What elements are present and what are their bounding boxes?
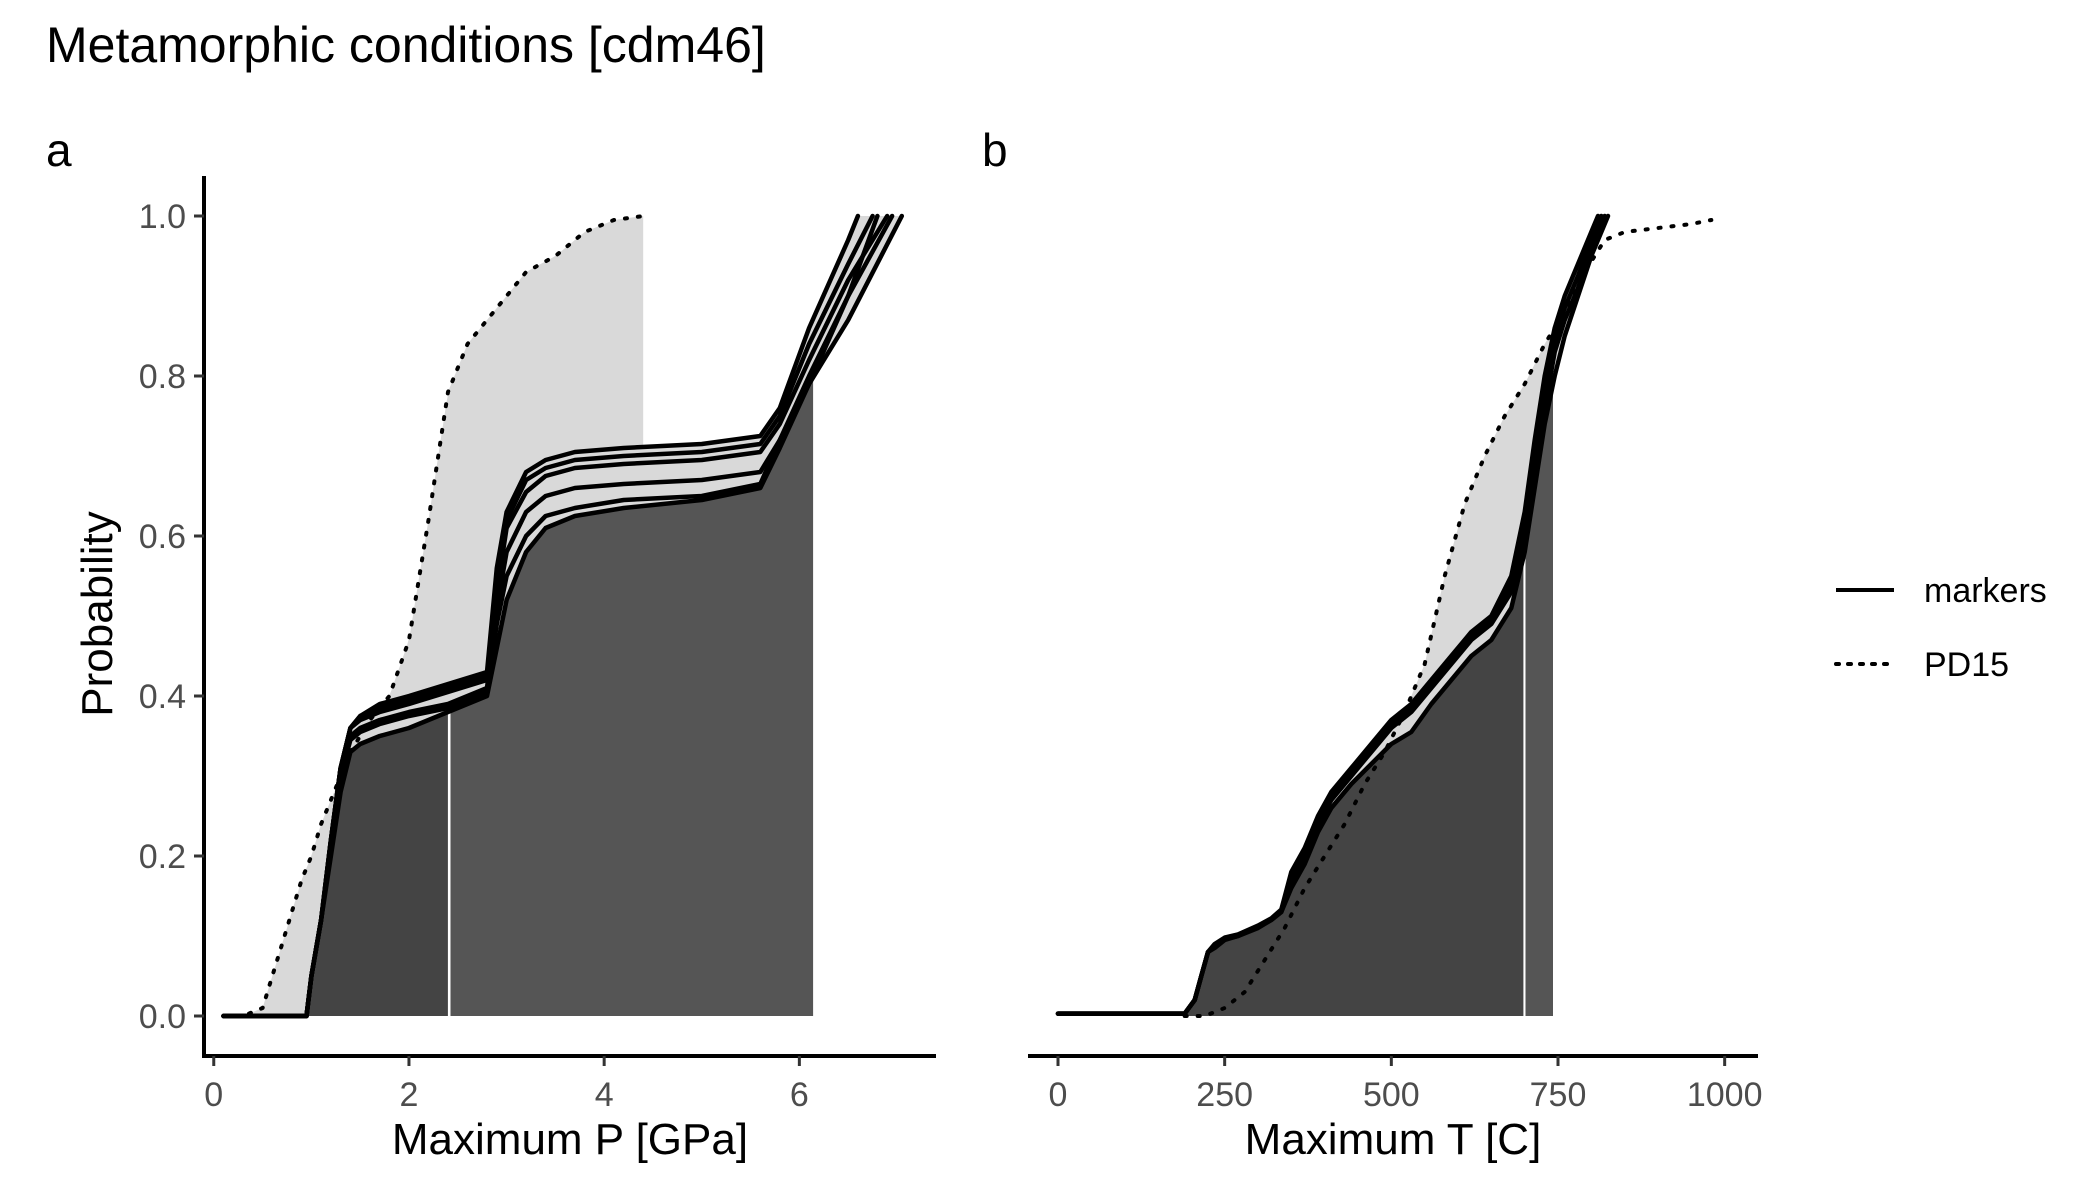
panel-a: a 0 2 4 6 0.0 0.2 0.4 0.6 0.8 1.0 Maximum P [GPa]… bbox=[46, 124, 936, 1164]
panel-a-fill-upper bbox=[450, 377, 814, 1016]
legend-label-pd15: PD15 bbox=[1924, 646, 2009, 684]
panel-a-ticks: 0 2 4 6 0.0 0.2 0.4 0.6 0.8 1.0 bbox=[139, 198, 809, 1114]
panel-b-x-axis-title: Maximum T [C] bbox=[1245, 1115, 1542, 1164]
panel-a-x-tick-label-0: 0 bbox=[204, 1076, 223, 1114]
panel-a-x-axis-title: Maximum P [GPa] bbox=[392, 1115, 748, 1164]
panel-b-series-pd15 bbox=[1182, 218, 1714, 1018]
panel-a-shade-pd15 bbox=[223, 216, 644, 1016]
panel-b-ticks: 0 250 500 750 1000 bbox=[1049, 1056, 1763, 1114]
chart-title: Metamorphic conditions [cdm46] bbox=[46, 17, 766, 73]
panel-a-x-tick-label-1: 2 bbox=[399, 1076, 418, 1114]
panel-a-y-tick-label-2: 0.4 bbox=[139, 678, 186, 716]
panel-a-lines bbox=[221, 213, 905, 1019]
panel-a-y-tick-label-5: 1.0 bbox=[139, 198, 186, 236]
panel-a-series-pd15 bbox=[221, 214, 646, 1018]
panel-b-series-markers-3 bbox=[1055, 213, 1611, 1016]
panel-b-lines bbox=[1055, 213, 1714, 1018]
panel-a-y-tick-label-1: 0.2 bbox=[139, 838, 186, 876]
panel-b-x-tick-label-2: 500 bbox=[1363, 1076, 1420, 1114]
panel-b-x-tick-label-3: 750 bbox=[1530, 1076, 1587, 1114]
panel-a-y-axis-title: Probability bbox=[73, 511, 122, 716]
panel-b-x-tick-label-4: 1000 bbox=[1687, 1076, 1763, 1114]
panel-a-y-tick-label-4: 0.8 bbox=[139, 358, 186, 396]
panel-b: b 0 250 500 750 1000 Maximum T [C] bbox=[982, 124, 1762, 1164]
panel-b-fill-upper bbox=[1525, 384, 1553, 1016]
panel-b-fill-lower bbox=[1058, 557, 1524, 1016]
panel-a-y-tick-label-3: 0.6 bbox=[139, 518, 186, 556]
panel-b-x-tick-label-1: 250 bbox=[1196, 1076, 1253, 1114]
panel-b-x-tick-label-0: 0 bbox=[1049, 1076, 1068, 1114]
legend: markers PD15 bbox=[1834, 572, 2047, 684]
panel-a-series-markers-5 bbox=[221, 213, 861, 1019]
panel-a-fill-lower bbox=[223, 712, 448, 1016]
panel-a-y-tick-label-0: 0.0 bbox=[139, 998, 186, 1036]
panel-a-x-tick-label-3: 6 bbox=[790, 1076, 809, 1114]
legend-label-markers: markers bbox=[1924, 572, 2047, 610]
panel-b-fills bbox=[1058, 216, 1608, 1016]
panel-b-tag: b bbox=[982, 124, 1008, 176]
panel-a-x-tick-label-2: 4 bbox=[595, 1076, 614, 1114]
panel-a-tag: a bbox=[46, 124, 72, 176]
